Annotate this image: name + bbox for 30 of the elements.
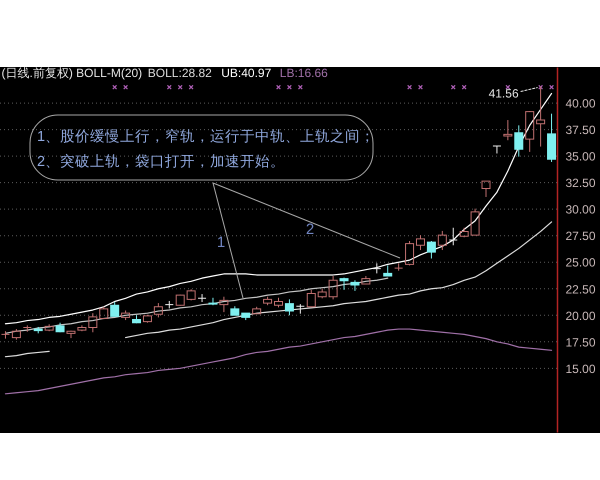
candlestick [514,124,524,158]
y-tick-label: 22.50 [566,282,596,296]
candlestick [88,312,98,333]
line-series [4,328,552,394]
candlestick [56,322,65,332]
annotation: 1 [216,234,226,251]
text: LB:16.66 [280,66,328,80]
y-tick-label: 32.50 [566,176,596,190]
y-tick-label: 30.00 [566,202,596,217]
chart-title: (日线.前复权) BOLL-M(20) [2,66,142,80]
annotation: 41.56 [488,86,519,101]
y-tick-label: 40.00 [566,96,596,111]
annotation: 1、股价缓慢上行，窄轨，运行于中轨、上轨之间； [37,128,376,145]
y-tick-label: 17.50 [566,335,596,350]
candlestick [328,276,338,300]
candlestick [154,302,163,318]
y-tick-label: 25.00 [566,256,596,270]
text: UB:40.97 [221,66,272,80]
y-tick-label: 27.50 [566,229,596,244]
y-tick-label: 35.00 [566,150,596,164]
annotation: 2 [306,221,314,238]
y-tick-label: 15.00 [566,362,596,376]
text: BOLL:28.82 [148,66,212,80]
y-tick-label: 37.50 [566,123,596,138]
annotation: 2、突破上轨，袋口打开，加速开始。 [37,153,286,170]
candlestick [460,227,469,238]
candlestick [536,86,546,148]
candlestick [448,227,458,246]
candlestick [219,296,228,313]
y-tick-label: 20.00 [566,308,596,323]
